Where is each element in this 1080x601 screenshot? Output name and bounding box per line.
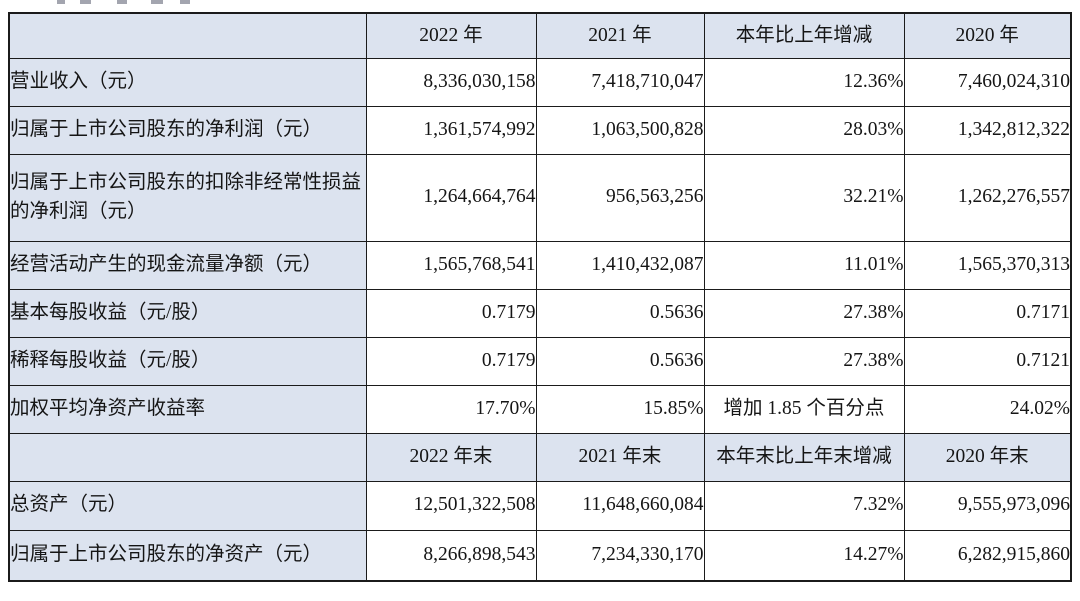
table-header-row-annual: 2022 年 2021 年 本年比上年增减 2020 年 — [8, 12, 1072, 59]
cell-value-2021: 0.5636 — [535, 336, 705, 386]
cell-value-2021: 956,563,256 — [535, 153, 705, 242]
cell-value-2021: 15.85% — [535, 384, 705, 434]
cell-value-2020: 24.02% — [903, 384, 1072, 434]
cell-value-2021: 11,648,660,084 — [535, 480, 705, 531]
row-label: 归属于上市公司股东的净资产（元） — [8, 529, 367, 582]
cropped-text-remnant — [57, 0, 65, 4]
col-header-yoy-change: 本年比上年增减 — [703, 12, 905, 59]
table-row-operating-revenue: 营业收入（元） 8,336,030,158 7,418,710,047 12.3… — [8, 57, 1072, 107]
cell-value-2022: 0.7179 — [365, 336, 537, 386]
cell-value-2020: 9,555,973,096 — [903, 480, 1072, 531]
col-header-2022-end: 2022 年末 — [365, 432, 537, 482]
cell-value-2022: 1,264,664,764 — [365, 153, 537, 242]
cell-value-change: 12.36% — [703, 57, 905, 107]
cell-value-2021: 1,063,500,828 — [535, 105, 705, 155]
row-label: 营业收入（元） — [8, 57, 367, 107]
cell-value-2020: 1,262,276,557 — [903, 153, 1072, 242]
cell-value-2020: 1,342,812,322 — [903, 105, 1072, 155]
cell-value-2020: 0.7121 — [903, 336, 1072, 386]
col-header-2020-end: 2020 年末 — [903, 432, 1072, 482]
row-label: 经营活动产生的现金流量净额（元） — [8, 240, 367, 290]
cropped-text-remnant — [117, 0, 127, 4]
cell-value-2022: 17.70% — [365, 384, 537, 434]
cell-value-2021: 7,418,710,047 — [535, 57, 705, 107]
cell-value-2020: 1,565,370,313 — [903, 240, 1072, 290]
cell-value-change: 27.38% — [703, 288, 905, 338]
cell-value-2022: 1,361,574,992 — [365, 105, 537, 155]
table-row-diluted-eps: 稀释每股收益（元/股） 0.7179 0.5636 27.38% 0.7121 — [8, 336, 1072, 386]
cell-value-change: 11.01% — [703, 240, 905, 290]
financial-summary-table: 2022 年 2021 年 本年比上年增减 2020 年 营业收入（元） 8,3… — [8, 12, 1072, 582]
table-row-operating-cash-flow: 经营活动产生的现金流量净额（元） 1,565,768,541 1,410,432… — [8, 240, 1072, 290]
col-header-2022: 2022 年 — [365, 12, 537, 59]
table-row-total-assets: 总资产（元） 12,501,322,508 11,648,660,084 7.3… — [8, 480, 1072, 531]
table-row-net-profit: 归属于上市公司股东的净利润（元） 1,361,574,992 1,063,500… — [8, 105, 1072, 155]
cell-value-2020: 6,282,915,860 — [903, 529, 1072, 582]
cell-value-change: 28.03% — [703, 105, 905, 155]
table-row-basic-eps: 基本每股收益（元/股） 0.7179 0.5636 27.38% 0.7171 — [8, 288, 1072, 338]
col-header-2021-end: 2021 年末 — [535, 432, 705, 482]
cell-value-2020: 0.7171 — [903, 288, 1072, 338]
col-header-2021: 2021 年 — [535, 12, 705, 59]
row-label: 基本每股收益（元/股） — [8, 288, 367, 338]
cell-value-2022: 1,565,768,541 — [365, 240, 537, 290]
header-blank-cell — [8, 12, 367, 59]
cell-value-2022: 8,266,898,543 — [365, 529, 537, 582]
cell-value-change: 14.27% — [703, 529, 905, 582]
table-header-row-year-end: 2022 年末 2021 年末 本年末比上年末增减 2020 年末 — [8, 432, 1072, 482]
cell-value-change: 32.21% — [703, 153, 905, 242]
table-row-weighted-avg-roe: 加权平均净资产收益率 17.70% 15.85% 增加 1.85 个百分点 24… — [8, 384, 1072, 434]
row-label: 稀释每股收益（元/股） — [8, 336, 367, 386]
cropped-text-remnant — [151, 0, 163, 4]
cell-value-2021: 0.5636 — [535, 288, 705, 338]
table-row-net-assets: 归属于上市公司股东的净资产（元） 8,266,898,543 7,234,330… — [8, 529, 1072, 582]
row-label: 归属于上市公司股东的扣除非经常性损益的净利润（元） — [8, 153, 367, 242]
table-row-net-profit-deducted: 归属于上市公司股东的扣除非经常性损益的净利润（元） 1,264,664,764 … — [8, 153, 1072, 242]
row-label: 总资产（元） — [8, 480, 367, 531]
cell-value-change: 7.32% — [703, 480, 905, 531]
cell-value-2022: 12,501,322,508 — [365, 480, 537, 531]
row-label: 归属于上市公司股东的净利润（元） — [8, 105, 367, 155]
cell-value-2021: 7,234,330,170 — [535, 529, 705, 582]
cell-value-change: 增加 1.85 个百分点 — [703, 384, 905, 434]
cell-value-2020: 7,460,024,310 — [903, 57, 1072, 107]
row-label: 加权平均净资产收益率 — [8, 384, 367, 434]
col-header-year-end-change: 本年末比上年末增减 — [703, 432, 905, 482]
cell-value-change: 27.38% — [703, 336, 905, 386]
cell-value-2022: 8,336,030,158 — [365, 57, 537, 107]
header-blank-cell — [8, 432, 367, 482]
cropped-text-remnant — [180, 0, 190, 4]
col-header-2020: 2020 年 — [903, 12, 1072, 59]
cell-value-2021: 1,410,432,087 — [535, 240, 705, 290]
cell-value-2022: 0.7179 — [365, 288, 537, 338]
cropped-text-remnant — [80, 0, 91, 4]
